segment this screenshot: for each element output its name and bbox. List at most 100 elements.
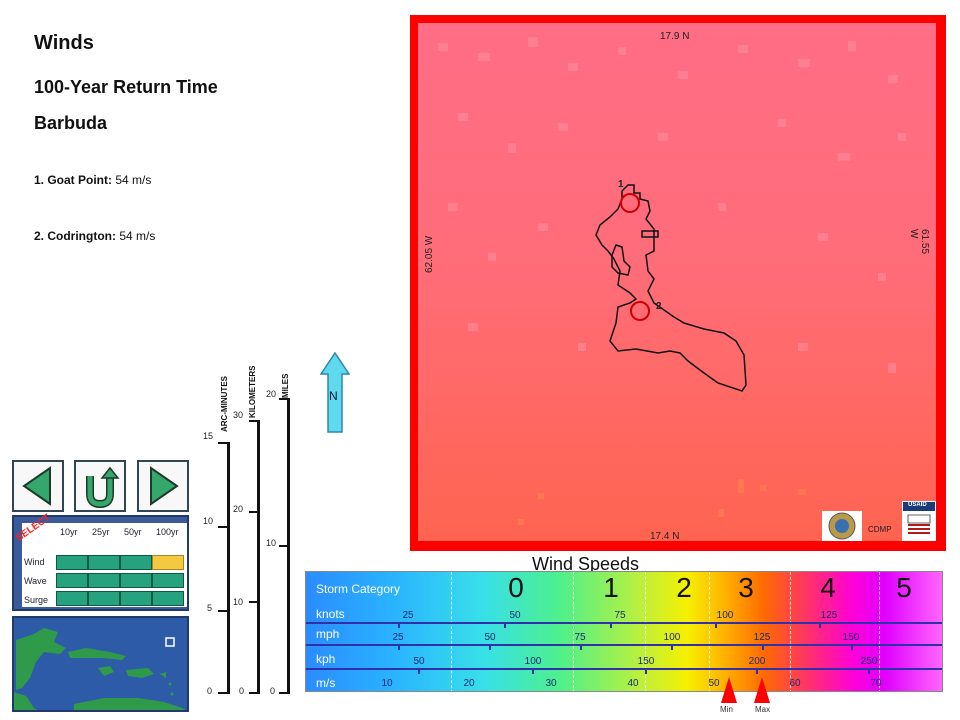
knots-tick: 100 [716, 610, 734, 621]
km-tick-0: 0 [239, 686, 245, 696]
category-boundary [645, 572, 646, 691]
cell-wave-100yr[interactable] [152, 573, 184, 588]
caribbean-locator-graphic [14, 628, 185, 710]
scale-tick [218, 526, 228, 528]
unit-mph: mph [316, 627, 340, 641]
mph-tick: 25 [392, 632, 404, 643]
mph-tick: 100 [663, 632, 681, 643]
cell-surge-50yr[interactable] [120, 591, 152, 606]
category-5: 5 [896, 572, 912, 603]
mph-tick-mark [489, 645, 491, 650]
category-4: 4 [820, 572, 836, 603]
unit-ms: m/s [316, 676, 336, 690]
cell-surge-25yr[interactable] [88, 591, 120, 606]
cell-wind-100yr[interactable] [152, 555, 184, 570]
station-1-number: 1 [618, 179, 624, 190]
category-3: 3 [738, 572, 754, 603]
back-button[interactable] [12, 460, 64, 512]
knots-tick-mark [819, 623, 821, 628]
column-10yr: 10yr [60, 527, 78, 537]
mph-tick: 50 [484, 632, 496, 643]
scale-tick [218, 692, 228, 694]
knots-tick: 25 [402, 610, 414, 621]
return-button[interactable] [74, 460, 126, 512]
location-name: Barbuda [34, 113, 108, 133]
mph-axis [306, 644, 942, 646]
kph-tick-mark [645, 669, 647, 674]
kph-axis [306, 668, 942, 670]
knots-tick-mark [398, 623, 400, 628]
category-boundary [709, 572, 710, 691]
row-surge: Surge [24, 595, 49, 605]
knots-tick-mark [715, 623, 717, 628]
longitude-left-label: 62.05 W [424, 235, 435, 273]
cell-wave-10yr[interactable] [56, 573, 88, 588]
page-title: Winds [34, 32, 94, 54]
km-tick-10: 10 [233, 597, 244, 607]
unit-kph: kph [316, 652, 336, 666]
wind-speed-scale: Storm Category 0 1 2 3 4 5 knots 25 50 7… [305, 571, 943, 692]
cell-surge-10yr[interactable] [56, 591, 88, 606]
ms-tick: 10 [381, 678, 393, 689]
row-wave: Wave [24, 576, 47, 586]
category-boundary [573, 572, 574, 691]
wind-field-layer [438, 37, 906, 525]
station-2-marker [630, 301, 650, 321]
min-wind-marker [721, 677, 737, 703]
locator-highlight-box [165, 637, 175, 647]
knots-tick: 50 [509, 610, 521, 621]
kph-tick: 150 [637, 656, 655, 667]
storm-category-label: Storm Category [316, 582, 401, 596]
unit-knots: knots [316, 607, 345, 621]
kph-tick: 250 [860, 656, 878, 667]
cell-wave-25yr[interactable] [88, 573, 120, 588]
mph-tick-mark [398, 645, 400, 650]
mph-tick: 150 [842, 632, 860, 643]
ms-tick: 30 [545, 678, 557, 689]
cdmp-credit: CDMP [868, 525, 892, 534]
u-turn-icon [86, 466, 120, 509]
station-2-readout: 2. Codrington: 54 m/s [34, 229, 155, 243]
kilometers-bar [257, 420, 260, 694]
km-tick-20: 20 [233, 504, 244, 514]
cell-wind-25yr[interactable] [88, 555, 120, 570]
station-value: 54 m/s [115, 173, 152, 187]
left-arrow-icon [22, 466, 51, 506]
mph-tick-mark [671, 645, 673, 650]
ms-tick: 60 [789, 678, 801, 689]
arc-tick-15: 15 [203, 431, 214, 441]
oas-seal-icon [828, 512, 856, 540]
scale-tick [249, 420, 259, 422]
mph-tick-mark [851, 645, 853, 650]
scale-tick [279, 545, 289, 547]
return-time-subtitle: 100-Year Return Time [34, 77, 218, 97]
knots-tick: 125 [820, 610, 838, 621]
map-frame: 17.9 N 17.4 N 62.05 W 61.55 W 1 2 CDMP U… [410, 15, 946, 551]
north-arrow: N [319, 351, 351, 433]
column-25yr: 25yr [92, 527, 110, 537]
mph-tick: 75 [574, 632, 586, 643]
locator-map[interactable] [12, 616, 189, 712]
latitude-top-label: 17.9 N [660, 31, 690, 42]
category-boundary [790, 572, 791, 691]
kph-tick-mark [532, 669, 534, 674]
category-boundary [879, 572, 880, 691]
north-label: N [329, 389, 338, 403]
category-2: 2 [676, 572, 692, 603]
km-tick-30: 30 [233, 410, 244, 420]
station-1-readout: 1. Goat Point: 54 m/s [34, 173, 151, 187]
cell-wind-50yr[interactable] [120, 555, 152, 570]
forward-button[interactable] [137, 460, 189, 512]
mph-tick-mark [762, 645, 764, 650]
cell-wave-50yr[interactable] [120, 573, 152, 588]
cell-surge-100yr[interactable] [152, 591, 184, 606]
arc-tick-5: 5 [207, 603, 213, 613]
knots-tick-mark [610, 623, 612, 628]
cell-wind-10yr[interactable] [56, 555, 88, 570]
knots-tick: 75 [614, 610, 626, 621]
scale-tick [249, 601, 259, 603]
wind-map[interactable]: 17.9 N 17.4 N 62.05 W 61.55 W 1 2 CDMP U… [418, 23, 936, 541]
scale-tick [249, 692, 259, 694]
right-arrow-icon [150, 466, 179, 506]
arc-minutes-bar [227, 442, 230, 694]
